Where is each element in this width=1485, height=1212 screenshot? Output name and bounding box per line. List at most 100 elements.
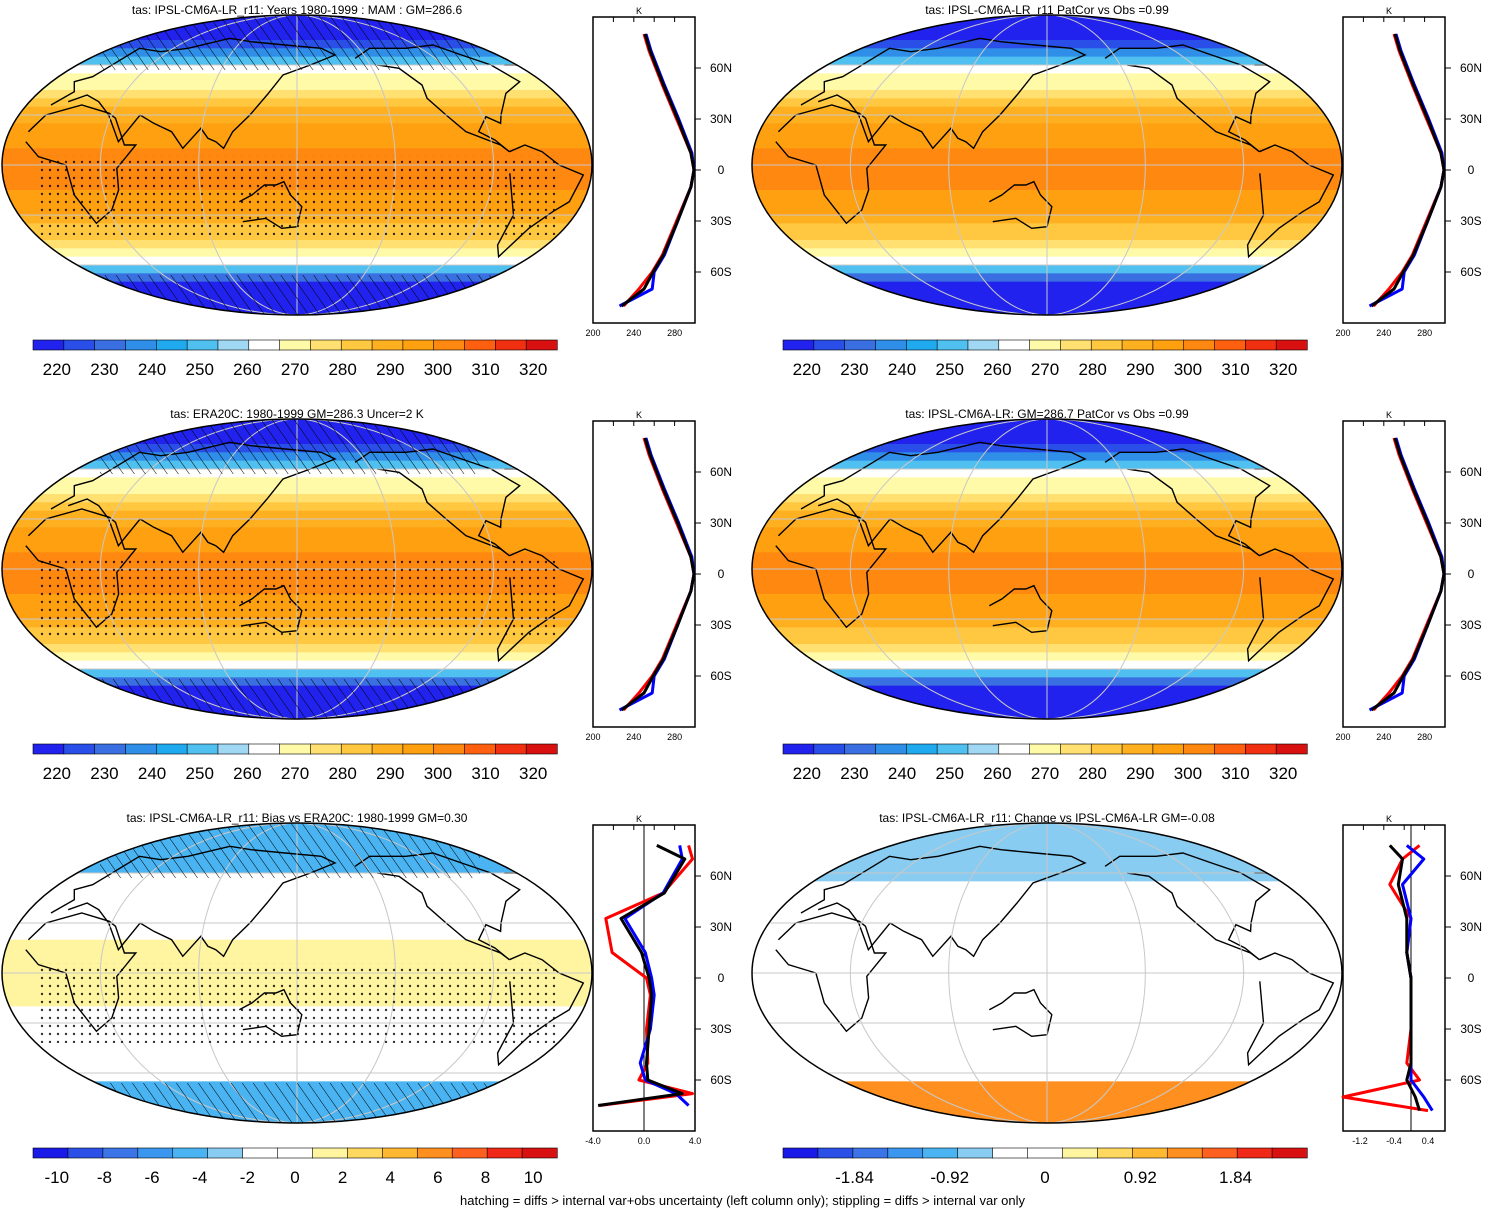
colorbar-swatch xyxy=(464,339,496,351)
zonal-profile: K 200 240 280 60N 30N 0 30S 60S xyxy=(585,410,732,742)
profile-y-tick-label: 60S xyxy=(710,265,731,279)
coastline xyxy=(775,912,888,1033)
hatching xyxy=(80,679,520,719)
profile-unit-label: K xyxy=(1386,410,1392,420)
lat-band xyxy=(752,552,1342,562)
zonal-profile: K 200 240 280 60N 30N 0 30S 60S xyxy=(585,6,732,338)
colorbar-swatch xyxy=(495,743,527,755)
colorbar-swatch xyxy=(1029,743,1062,755)
world-map xyxy=(751,14,1343,316)
gridline xyxy=(1046,823,1146,1123)
profile-frame xyxy=(1342,16,1446,324)
profile-x-tick-label: -1.2 xyxy=(1352,1136,1368,1146)
colorbar-swatch xyxy=(782,1147,819,1159)
colorbar-swatch xyxy=(155,339,188,351)
colorbar-tick-label: 240 xyxy=(888,360,916,379)
map-border xyxy=(1,822,593,1124)
colorbar-swatch xyxy=(63,743,96,755)
lat-band xyxy=(752,98,1342,108)
colorbar-swatch xyxy=(310,743,342,755)
lat-band xyxy=(752,494,1342,503)
lat-band xyxy=(2,652,592,662)
profile-series-line xyxy=(1370,437,1446,712)
colorbar-tick-label: 230 xyxy=(840,764,868,783)
profile-y-tick-label: 60S xyxy=(710,1073,731,1087)
zonal-profile: K 200 240 280 60N 30N 0 30S 60S xyxy=(1335,6,1482,338)
colorbar-swatch xyxy=(1275,743,1308,755)
colorbar-swatch xyxy=(1201,1147,1238,1159)
coastline xyxy=(1246,952,1335,1067)
lat-band xyxy=(752,635,1342,645)
colorbar-swatch xyxy=(1097,1147,1133,1159)
lat-band xyxy=(752,527,1342,537)
zonal-profile: K -4.0 0.0 4.0 60N 30N 0 30S 60S xyxy=(585,814,732,1146)
profile-unit-label: K xyxy=(1386,814,1392,824)
lat-band xyxy=(2,939,592,949)
colorbar-tick-label: 4 xyxy=(386,1168,395,1187)
lat-band xyxy=(752,839,1342,849)
profile-x-tick-label: 0.4 xyxy=(1422,1136,1435,1146)
hatching xyxy=(100,419,480,474)
lat-band xyxy=(2,494,592,503)
profile-series-line xyxy=(1341,844,1429,1113)
lat-band xyxy=(2,660,592,670)
lat-band xyxy=(2,90,592,99)
lat-band xyxy=(752,1081,1342,1091)
lat-band xyxy=(752,190,1342,199)
lat-band xyxy=(2,256,592,266)
map-border xyxy=(751,14,1343,316)
colorbar-tick-label: 290 xyxy=(376,764,404,783)
lat-band xyxy=(752,223,1342,233)
colorbar-tick-label: 300 xyxy=(1174,764,1202,783)
profile-y-tick-label: 0 xyxy=(1468,971,1475,985)
lat-band xyxy=(752,644,1342,653)
colorbar-swatch xyxy=(813,339,846,351)
colorbar-tick-label: 2 xyxy=(338,1168,347,1187)
profile-x-tick-label: 280 xyxy=(1417,328,1432,338)
colorbar-swatch xyxy=(887,1147,924,1159)
lat-band xyxy=(752,15,1342,24)
gridline xyxy=(1046,823,1245,1123)
colorbar-swatch xyxy=(433,743,466,755)
profile-y-tick-label: 30S xyxy=(710,1022,731,1036)
profile-x-tick-label: 4.0 xyxy=(689,1136,702,1146)
lat-band xyxy=(752,48,1342,58)
colorbar-swatch xyxy=(957,1147,994,1159)
lat-band xyxy=(2,140,592,149)
colorbar-tick-label: 280 xyxy=(328,764,356,783)
colorbar-swatch xyxy=(967,743,1000,755)
lat-band xyxy=(752,569,1342,578)
lat-band xyxy=(2,544,592,553)
colorbar-tick-label: 250 xyxy=(186,360,214,379)
profile-y-tick-label: 30S xyxy=(1460,1022,1481,1036)
colorbar-tick-label: -2 xyxy=(240,1168,255,1187)
colorbar-swatch xyxy=(464,743,496,755)
lat-band xyxy=(2,123,592,133)
gridline xyxy=(1046,15,1245,315)
colorbar-swatch xyxy=(277,1147,314,1159)
lat-band xyxy=(752,31,1342,41)
lat-band xyxy=(752,973,1342,982)
profile-y-tick-label: 60S xyxy=(1460,669,1481,683)
colorbar-swatch xyxy=(1236,1147,1273,1159)
lat-band xyxy=(752,273,1342,283)
colorbar-tick-label: 0 xyxy=(290,1168,299,1187)
coastline xyxy=(988,988,1053,1038)
hatching xyxy=(80,1083,520,1123)
colorbar-tick-label: 230 xyxy=(90,360,118,379)
colorbar-tick-label: 250 xyxy=(936,360,964,379)
colorbar-swatch xyxy=(844,743,877,755)
profile-y-tick-label: 60S xyxy=(1460,1073,1481,1087)
colorbar-swatch xyxy=(1029,339,1062,351)
colorbar-swatch xyxy=(1027,1147,1064,1159)
profile-y-tick-label: 60N xyxy=(710,869,732,883)
map-border xyxy=(1,418,593,720)
gridline xyxy=(1046,419,1146,719)
lat-band xyxy=(752,964,1342,974)
colorbar-swatch xyxy=(1090,743,1123,755)
colorbar: 220 230 240 250 260 270 280 290 300 310 320 xyxy=(32,339,558,379)
colorbar-swatch xyxy=(1214,743,1246,755)
colorbar-swatch xyxy=(172,1147,209,1159)
colorbar-swatch xyxy=(1062,1147,1099,1159)
lat-band xyxy=(752,90,1342,99)
